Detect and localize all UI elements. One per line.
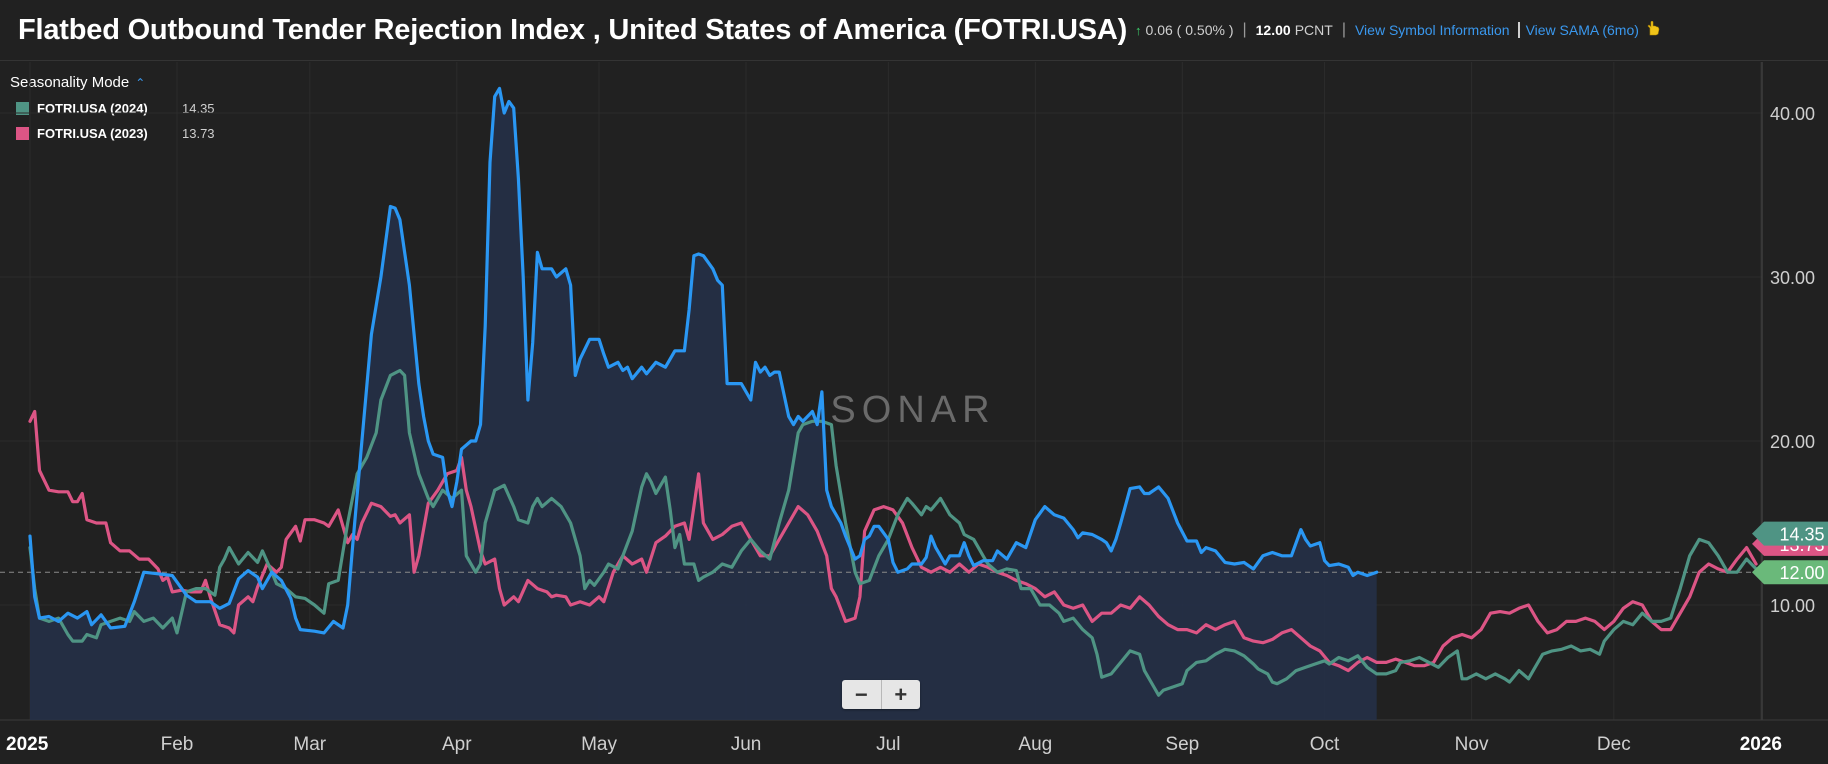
legend-name: FOTRI.USA (2023) <box>37 126 148 141</box>
zoom-in-button[interactable]: + <box>894 681 908 707</box>
legend-swatch-2024 <box>16 102 29 115</box>
zoom-out-button[interactable]: − <box>842 680 882 709</box>
x-tick-label: 2026 <box>1740 734 1782 755</box>
last-value-label: 12.00 <box>1779 563 1824 583</box>
legend-item-2023[interactable]: FOTRI.USA (2023) 13.73 <box>10 126 215 141</box>
x-tick-label: Mar <box>293 734 326 755</box>
x-tick-label: May <box>581 734 617 755</box>
legend: Seasonality Mode ⌃ FOTRI.USA (2024) 14.3… <box>10 74 215 141</box>
chart-header: Flatbed Outbound Tender Rejection Index … <box>0 0 1828 61</box>
x-tick-label: 2025 <box>6 734 49 755</box>
hand-pointer-icon[interactable] <box>1645 20 1661 41</box>
sonar-watermark: SONAR <box>830 389 995 431</box>
last-value-tag <box>1752 521 1828 546</box>
last-value-tag <box>1752 560 1828 585</box>
price-unit: PCNT <box>1294 22 1333 38</box>
legend-swatch-2023 <box>16 127 29 140</box>
x-tick-label: Jul <box>876 734 900 755</box>
last-value-label: 14.35 <box>1779 525 1824 545</box>
up-arrow-icon: ↑ <box>1135 22 1142 38</box>
chevron-up-icon: ⌃ <box>135 75 146 90</box>
x-tick-label: Nov <box>1455 734 1489 755</box>
x-tick-label: Jun <box>731 734 762 755</box>
x-tick-label: Oct <box>1310 734 1340 755</box>
legend-name: FOTRI.USA (2024) <box>37 101 148 116</box>
price-change: ↑ 0.06 ( 0.50% ) <box>1135 22 1233 38</box>
seasonality-mode-label: Seasonality Mode <box>10 74 130 91</box>
seasonality-mode-toggle[interactable]: Seasonality Mode ⌃ <box>10 74 215 91</box>
separator: | <box>1242 21 1247 38</box>
x-tick-label: Sep <box>1165 734 1199 755</box>
current-series-area <box>30 88 1377 720</box>
x-tick-label: Feb <box>161 734 194 755</box>
legend-value: 14.35 <box>182 101 215 116</box>
legend-item-2024[interactable]: FOTRI.USA (2024) 14.35 <box>10 101 215 116</box>
y-tick-label: 10.00 <box>1770 596 1815 616</box>
separator: | <box>1341 21 1346 38</box>
x-tick-label: Dec <box>1597 734 1631 755</box>
chart-title: Flatbed Outbound Tender Rejection Index … <box>18 13 1128 46</box>
change-value: 0.06 ( 0.50% ) <box>1145 22 1234 38</box>
y-tick-label: 40.00 <box>1770 104 1815 124</box>
x-tick-label: Aug <box>1018 734 1052 755</box>
view-sama-link[interactable]: View SAMA (6mo) <box>1517 22 1639 38</box>
y-tick-label: 30.00 <box>1770 268 1815 288</box>
legend-value: 13.73 <box>182 126 215 141</box>
y-tick-label: 20.00 <box>1770 432 1815 452</box>
view-symbol-info-link[interactable]: View Symbol Information <box>1354 22 1510 38</box>
zoom-controls: − + <box>842 680 920 709</box>
current-price: 12.00 <box>1255 22 1291 38</box>
series-line-fotri-usa-2024-[interactable] <box>28 368 1758 697</box>
x-tick-label: Apr <box>442 734 472 755</box>
series-line-fotri-usa[interactable] <box>28 86 1379 635</box>
